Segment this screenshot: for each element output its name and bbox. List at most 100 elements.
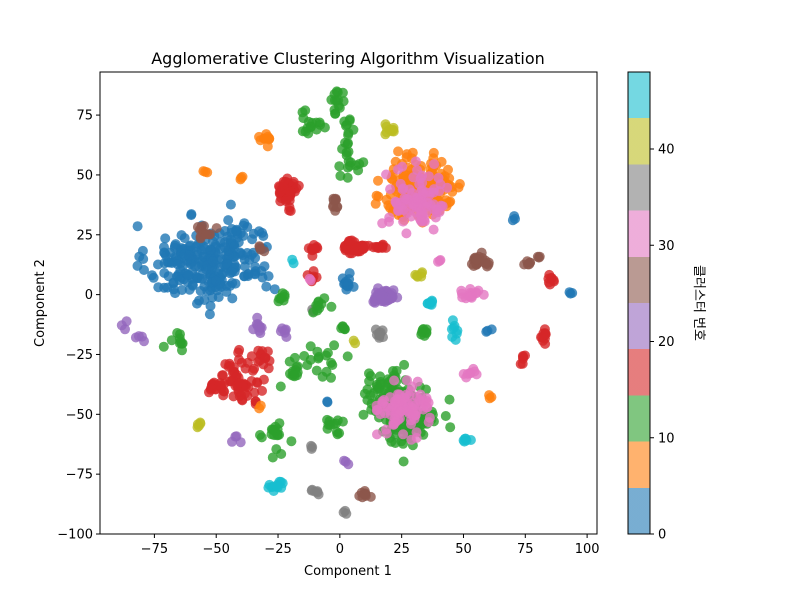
scatter-point — [433, 256, 443, 267]
scatter-point — [305, 341, 316, 352]
scatter-point — [404, 184, 415, 195]
x-tick-label: 50 — [455, 542, 472, 557]
scatter-point — [410, 156, 421, 167]
scatter-point — [398, 205, 409, 216]
scatter-point — [481, 326, 492, 337]
scatter-point — [285, 368, 295, 379]
scatter-point — [210, 275, 221, 286]
scatter-point — [248, 324, 259, 335]
scatter-point — [410, 410, 421, 421]
scatter-point — [427, 296, 438, 307]
scatter-point — [484, 390, 495, 401]
scatter-point — [292, 361, 303, 372]
colorbar-frame — [627, 71, 651, 535]
scatter-point — [213, 292, 224, 303]
scatter-point — [262, 141, 273, 152]
scatter-point — [307, 442, 318, 452]
scatter-point — [185, 240, 196, 251]
scatter-point — [381, 428, 392, 439]
points-layer — [116, 86, 578, 519]
scatter-point — [517, 351, 528, 361]
scatter-point — [471, 254, 482, 265]
scatter-point — [338, 507, 349, 518]
scatter-point — [372, 429, 382, 440]
scatter-point — [244, 254, 255, 265]
colorbar-axis: 0 10 20 30 40 — [650, 143, 675, 543]
scatter-point — [326, 372, 336, 383]
y-tick-label: −100 — [57, 528, 93, 543]
colorbar-label: 클러스터 번호 — [691, 265, 706, 341]
scatter-point — [348, 335, 359, 346]
scatter-point — [398, 429, 409, 440]
scatter-point — [302, 360, 313, 371]
scatter-point — [228, 362, 239, 373]
y-tick-label: −50 — [66, 408, 93, 423]
scatter-point — [350, 160, 361, 171]
scatter-point — [372, 404, 383, 415]
scatter-point — [256, 432, 267, 443]
scatter-point — [373, 243, 384, 254]
scatter-point — [304, 273, 315, 284]
plot-frame — [99, 71, 598, 535]
scatter-point — [407, 147, 418, 158]
scatter-point — [240, 363, 251, 374]
scatter-point — [424, 412, 435, 423]
scatter-point — [478, 289, 489, 300]
scatter-point — [207, 256, 218, 267]
scatter-point — [401, 228, 412, 239]
scatter-point — [264, 479, 275, 490]
scatter-point — [187, 280, 198, 291]
x-tick-label: −25 — [264, 542, 291, 557]
scatter-point — [364, 368, 374, 379]
scatter-point — [343, 146, 354, 157]
scatter-point — [254, 131, 265, 142]
scatter-point — [462, 368, 473, 379]
scatter-point — [398, 216, 409, 227]
scatter-point — [445, 422, 456, 433]
scatter-point — [409, 400, 420, 411]
scatter-point — [312, 305, 323, 316]
scatter-point — [259, 261, 270, 272]
scatter-point — [370, 198, 381, 209]
scatter-point — [256, 322, 267, 333]
scatter-point — [456, 285, 467, 296]
y-tick-label: −25 — [66, 348, 93, 363]
scatter-point — [195, 417, 206, 428]
scatter-point — [319, 293, 330, 304]
scatter-point — [312, 243, 323, 254]
scatter-point — [177, 345, 187, 356]
scatter-point — [197, 273, 208, 284]
scatter-point — [343, 278, 354, 289]
x-tick-label: −75 — [141, 542, 168, 557]
scatter-point — [330, 194, 341, 205]
scatter-point — [328, 419, 339, 430]
scatter-point — [148, 272, 159, 283]
scatter-point — [397, 161, 408, 172]
scatter-point — [381, 127, 392, 138]
scatter-point — [259, 246, 270, 257]
scatter-point — [390, 397, 401, 408]
scatter-point — [404, 390, 415, 401]
scatter-point — [175, 336, 186, 347]
scatter-point — [219, 242, 230, 253]
scatter-point — [166, 335, 177, 346]
scatter-point — [238, 230, 249, 241]
scatter-point — [415, 173, 426, 184]
scatter-point — [393, 146, 404, 157]
scatter-point — [170, 239, 181, 250]
scatter-point — [237, 394, 247, 405]
scatter-point — [220, 359, 231, 370]
colorbar-tick-label: 10 — [658, 431, 675, 446]
scatter-point — [257, 272, 268, 283]
scatter-point — [206, 383, 217, 394]
colorbar-tick-label: 20 — [658, 335, 675, 350]
scatter-point — [334, 161, 345, 172]
scatter-point — [522, 256, 533, 267]
scatter-point — [238, 220, 249, 231]
scatter-point — [381, 169, 392, 180]
scatter-point — [326, 301, 337, 312]
scatter-point — [218, 390, 229, 401]
scatter-point — [545, 279, 555, 290]
scatter-point — [233, 347, 244, 358]
